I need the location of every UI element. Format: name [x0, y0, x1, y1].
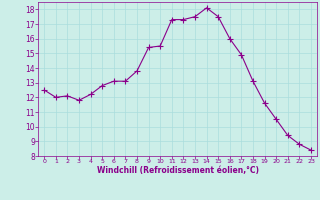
X-axis label: Windchill (Refroidissement éolien,°C): Windchill (Refroidissement éolien,°C)	[97, 166, 259, 175]
